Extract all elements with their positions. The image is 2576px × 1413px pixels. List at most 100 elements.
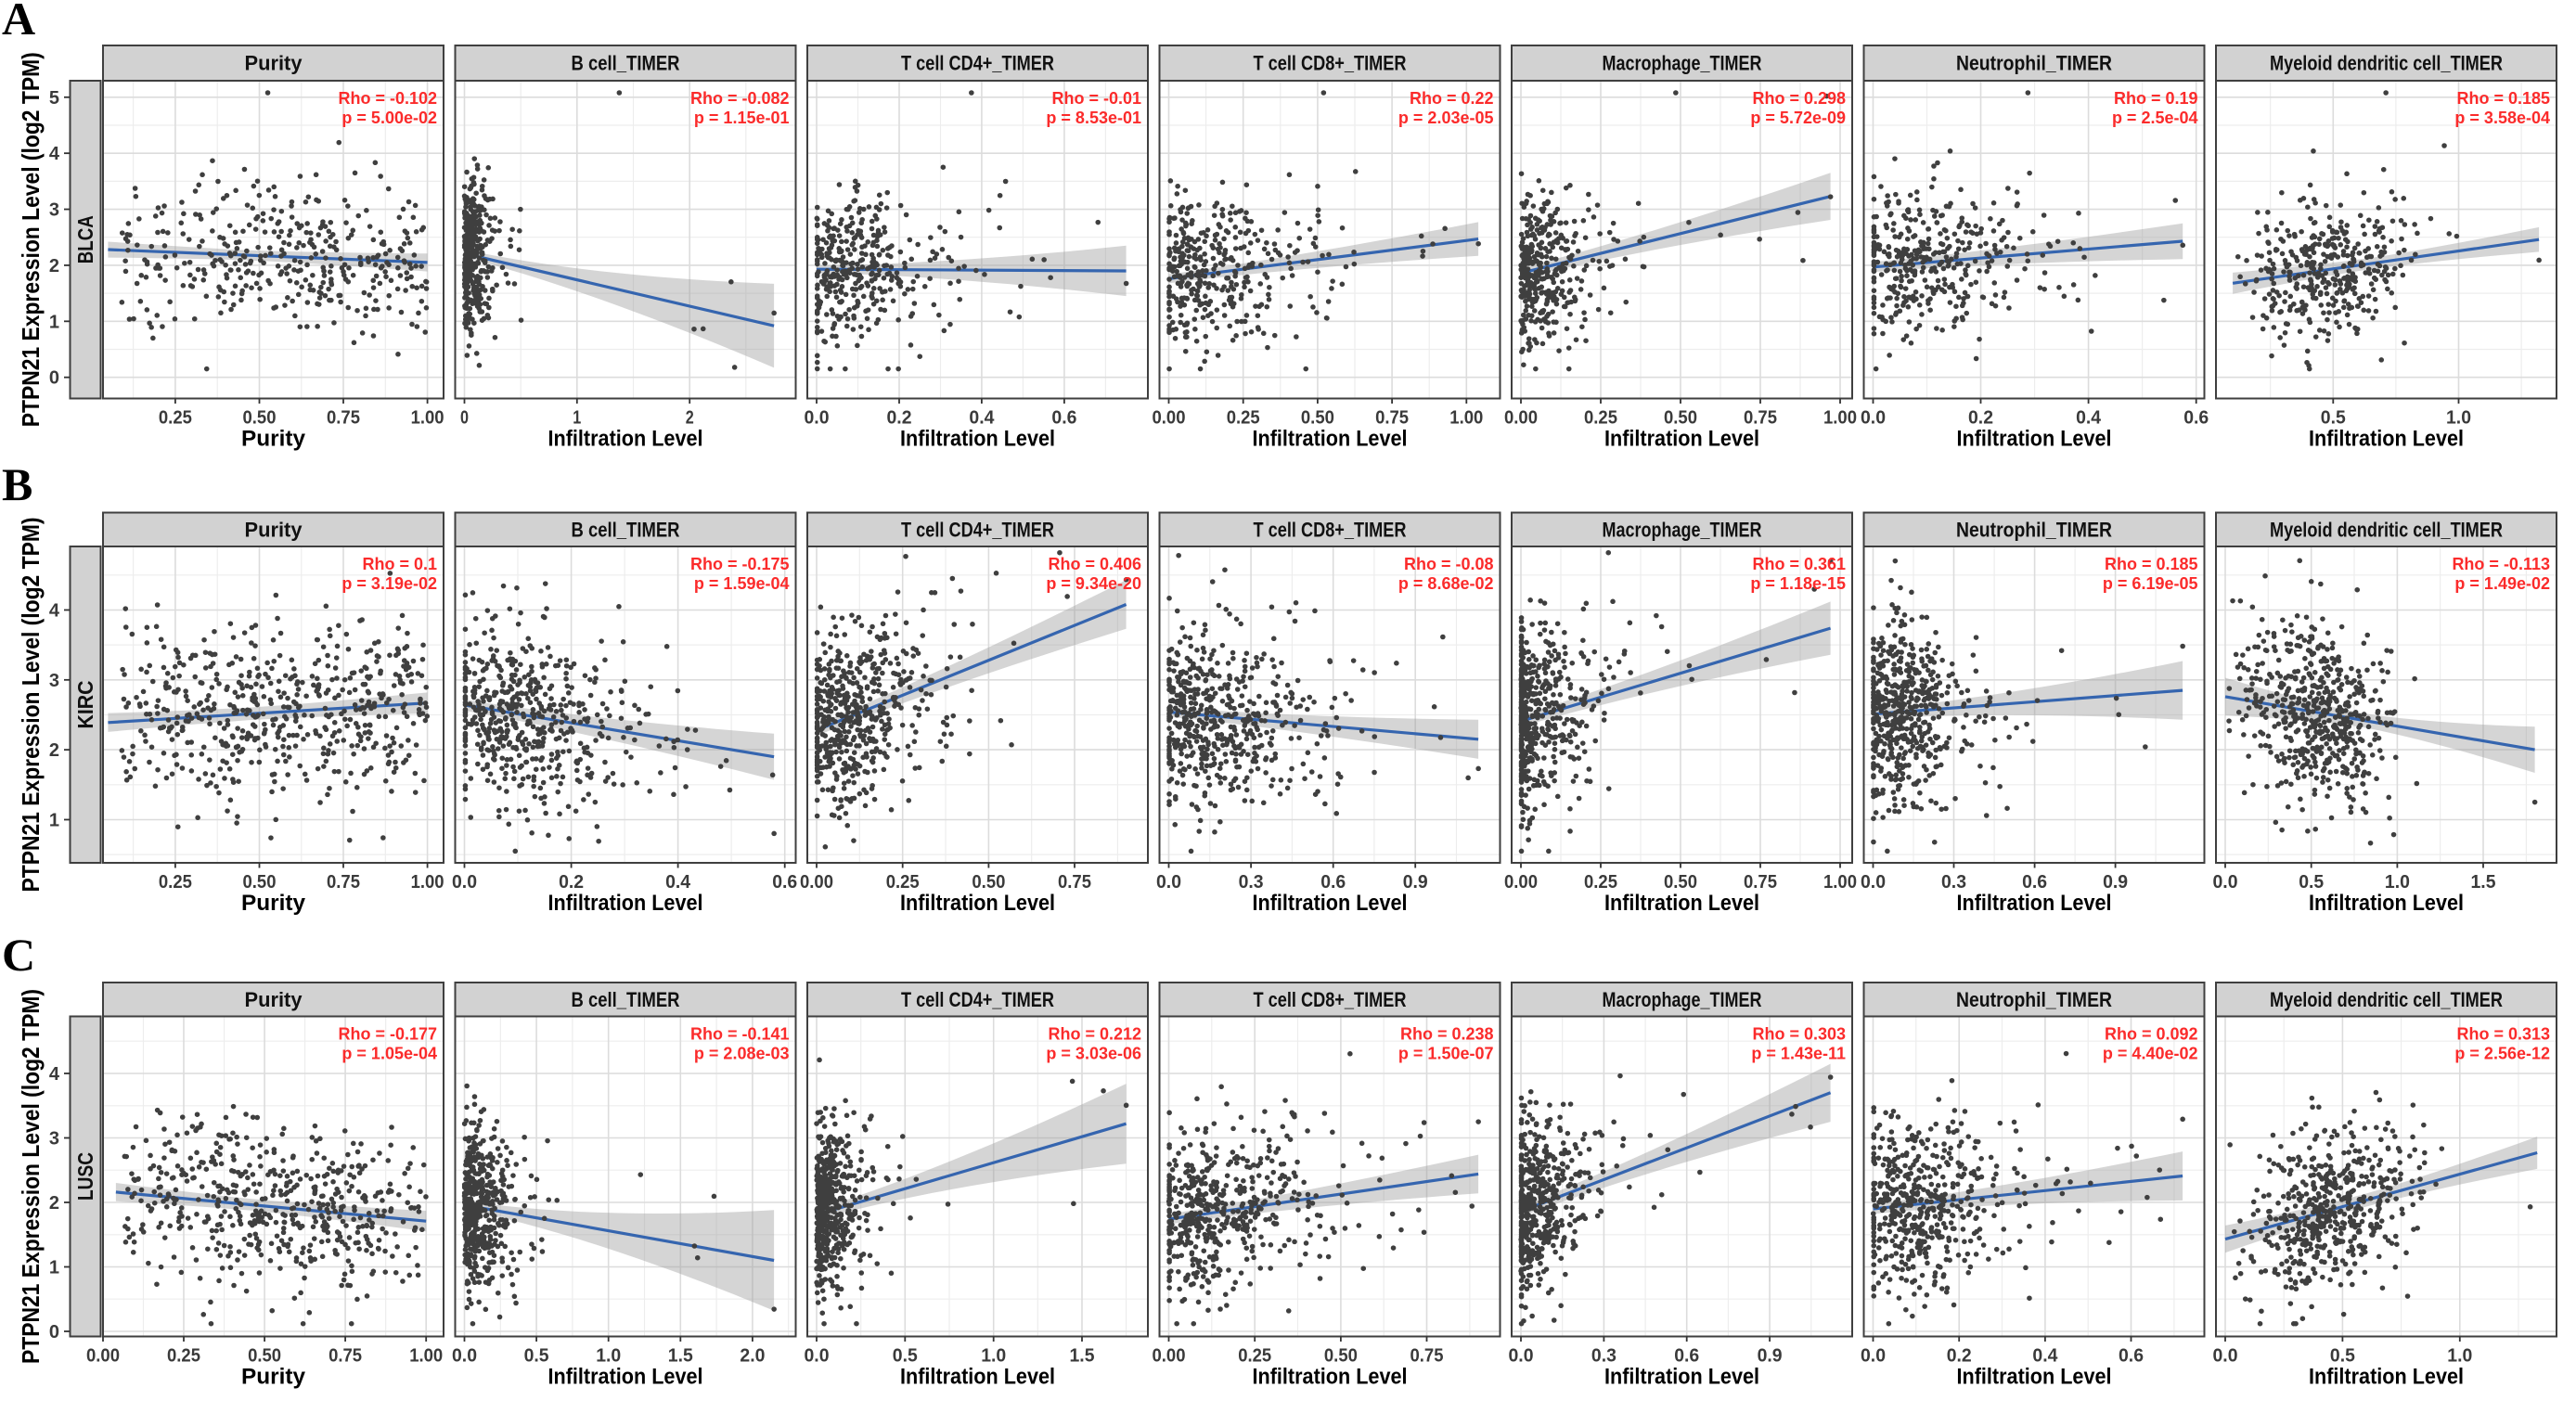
svg-text:0: 0 (49, 368, 59, 389)
svg-text:Infiltration Level: Infiltration Level (1604, 891, 1759, 916)
svg-text:Rho = -0.177: Rho = -0.177 (338, 1025, 437, 1044)
svg-text:0.00: 0.00 (1153, 408, 1186, 429)
svg-text:Rho = 0.185: Rho = 0.185 (2456, 89, 2550, 108)
svg-text:0.5: 0.5 (2299, 872, 2324, 893)
svg-text:0.25: 0.25 (1227, 408, 1260, 429)
svg-text:B cell_TIMER: B cell_TIMER (572, 988, 680, 1011)
svg-text:0.75: 0.75 (327, 872, 360, 893)
svg-text:Rho = -0.102: Rho = -0.102 (338, 89, 437, 108)
svg-text:0.0: 0.0 (1861, 1346, 1886, 1367)
svg-text:Infiltration Level: Infiltration Level (1957, 427, 2112, 452)
svg-text:0.4: 0.4 (665, 872, 691, 893)
svg-text:Macrophage_TIMER: Macrophage_TIMER (1603, 52, 1762, 75)
svg-text:0: 0 (49, 1322, 59, 1342)
svg-text:0.5: 0.5 (893, 1346, 918, 1367)
svg-text:Rho = 0.1: Rho = 0.1 (362, 555, 437, 573)
svg-text:0.50: 0.50 (1664, 872, 1697, 893)
svg-text:Macrophage_TIMER: Macrophage_TIMER (1603, 988, 1762, 1011)
svg-text:p = 1.18e-15: p = 1.18e-15 (1750, 574, 1846, 593)
svg-text:C: C (2, 929, 35, 981)
svg-text:1.0: 1.0 (2447, 1346, 2472, 1367)
svg-text:p = 1.15e-01: p = 1.15e-01 (694, 109, 790, 127)
svg-text:Purity: Purity (241, 427, 306, 452)
svg-text:0.2: 0.2 (559, 872, 584, 893)
svg-text:PTPN21 Expression Level (log2: PTPN21 Expression Level (log2 TPM) (17, 989, 45, 1364)
svg-text:0.25: 0.25 (1238, 1346, 1271, 1367)
svg-text:p = 2.08e-03: p = 2.08e-03 (694, 1045, 790, 1063)
svg-text:p = 3.03e-06: p = 3.03e-06 (1046, 1045, 1141, 1063)
svg-text:0.9: 0.9 (1758, 1346, 1783, 1367)
svg-text:0.6: 0.6 (1320, 872, 1346, 893)
svg-text:Rho = 0.361: Rho = 0.361 (1752, 555, 1846, 573)
svg-text:Infiltration Level: Infiltration Level (548, 891, 703, 916)
svg-text:0.25: 0.25 (159, 408, 192, 429)
svg-text:Rho = -0.113: Rho = -0.113 (2452, 555, 2550, 573)
svg-text:0.00: 0.00 (1153, 1346, 1186, 1367)
svg-text:2: 2 (686, 408, 694, 429)
svg-text:Rho = 0.185: Rho = 0.185 (2105, 555, 2198, 573)
svg-text:Purity: Purity (241, 1365, 306, 1390)
svg-text:0.75: 0.75 (1744, 872, 1777, 893)
svg-text:0.4: 0.4 (2076, 408, 2102, 429)
svg-text:3: 3 (49, 1129, 59, 1150)
svg-text:Infiltration Level: Infiltration Level (1957, 1365, 2112, 1390)
svg-text:0.50: 0.50 (248, 1346, 281, 1367)
svg-text:5: 5 (49, 88, 59, 109)
svg-text:0.5: 0.5 (524, 1346, 549, 1367)
svg-text:T cell CD8+_TIMER: T cell CD8+_TIMER (1254, 988, 1407, 1011)
svg-text:Rho = -0.175: Rho = -0.175 (690, 555, 790, 573)
svg-text:Rho = -0.08: Rho = -0.08 (1404, 555, 1494, 573)
svg-text:0.0: 0.0 (1509, 1346, 1534, 1367)
svg-text:Infiltration Level: Infiltration Level (2309, 427, 2464, 452)
svg-text:p = 1.49e-02: p = 1.49e-02 (2454, 574, 2550, 593)
svg-text:1: 1 (49, 312, 59, 332)
svg-text:0.6: 0.6 (1051, 408, 1076, 429)
svg-text:0.5: 0.5 (2321, 408, 2346, 429)
svg-text:0.2: 0.2 (1947, 1346, 1972, 1367)
svg-text:A: A (2, 0, 35, 45)
svg-text:1.00: 1.00 (409, 1346, 443, 1367)
svg-text:T cell CD8+_TIMER: T cell CD8+_TIMER (1254, 52, 1407, 75)
svg-text:Neutrophil_TIMER: Neutrophil_TIMER (1956, 988, 2112, 1011)
svg-text:1.00: 1.00 (1823, 408, 1857, 429)
svg-text:0.6: 0.6 (2183, 408, 2209, 429)
svg-text:0.6: 0.6 (1674, 1346, 1699, 1367)
svg-text:0.00: 0.00 (1504, 408, 1538, 429)
svg-text:T cell CD8+_TIMER: T cell CD8+_TIMER (1254, 518, 1407, 541)
svg-text:Rho = 0.19: Rho = 0.19 (2114, 89, 2198, 108)
svg-text:0.0: 0.0 (452, 872, 477, 893)
svg-text:Infiltration Level: Infiltration Level (548, 427, 703, 452)
svg-text:0.25: 0.25 (1584, 872, 1617, 893)
svg-text:0.2: 0.2 (1968, 408, 1993, 429)
svg-text:2: 2 (49, 1193, 59, 1214)
svg-text:0.0: 0.0 (2213, 872, 2238, 893)
svg-text:1.5: 1.5 (668, 1346, 693, 1367)
svg-text:0.00: 0.00 (86, 1346, 120, 1367)
svg-text:p = 1.05e-04: p = 1.05e-04 (341, 1045, 437, 1063)
svg-text:0.50: 0.50 (1301, 408, 1334, 429)
svg-text:0.0: 0.0 (1861, 872, 1886, 893)
svg-text:p = 1.43e-11: p = 1.43e-11 (1751, 1045, 1846, 1063)
svg-text:Myeloid dendritic cell_TIMER: Myeloid dendritic cell_TIMER (2270, 52, 2503, 75)
svg-text:Rho = 0.22: Rho = 0.22 (1410, 89, 1494, 108)
svg-text:Myeloid dendritic cell_TIMER: Myeloid dendritic cell_TIMER (2270, 988, 2503, 1011)
svg-text:0.6: 0.6 (2119, 1346, 2144, 1367)
svg-text:0.75: 0.75 (327, 408, 360, 429)
svg-text:0.50: 0.50 (243, 872, 277, 893)
svg-text:0.6: 0.6 (2022, 872, 2047, 893)
svg-text:p = 5.72e-09: p = 5.72e-09 (1750, 109, 1846, 127)
svg-text:0.75: 0.75 (1410, 1346, 1444, 1367)
svg-text:Infiltration Level: Infiltration Level (1253, 427, 1408, 452)
svg-text:1.5: 1.5 (1070, 1346, 1095, 1367)
svg-text:1.0: 1.0 (596, 1346, 621, 1367)
svg-text:3: 3 (49, 200, 59, 221)
svg-text:T cell CD4+_TIMER: T cell CD4+_TIMER (901, 518, 1054, 541)
svg-text:BLCA: BLCA (73, 215, 97, 263)
svg-text:1.00: 1.00 (411, 408, 444, 429)
svg-text:Infiltration Level: Infiltration Level (1253, 891, 1408, 916)
svg-text:0.75: 0.75 (1058, 872, 1091, 893)
svg-text:0.25: 0.25 (159, 872, 192, 893)
svg-text:Purity: Purity (245, 518, 303, 541)
svg-text:0.0: 0.0 (805, 408, 830, 429)
svg-text:Rho = 0.303: Rho = 0.303 (1752, 1025, 1846, 1044)
